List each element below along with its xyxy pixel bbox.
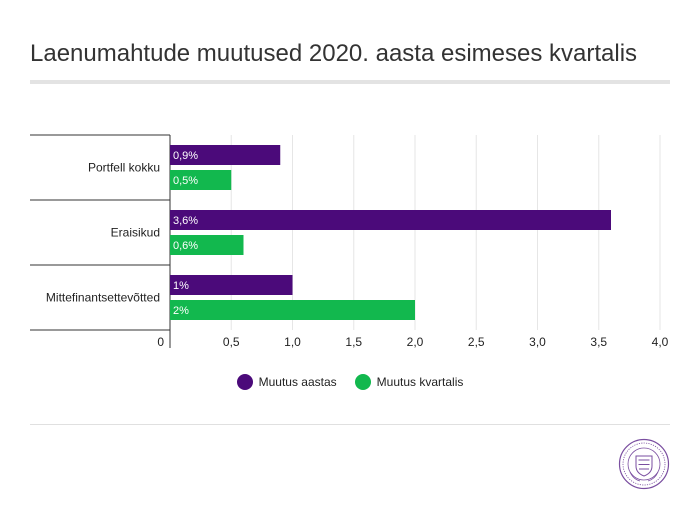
category-label: Portfell kokku [88,161,160,175]
bar-value-label: 0,6% [173,240,198,252]
x-tick-label: 4,0 [652,335,669,349]
x-tick-label: 1,0 [284,335,301,349]
bar [170,275,293,295]
x-tick-label: 0 [157,335,164,349]
category-label: Eraisikud [111,226,160,240]
legend-swatch-series-1 [236,374,253,390]
bar [170,145,281,165]
legend-label-series-1: Muutus aastas [258,375,337,389]
legend-item-series-2: Muutus kvartalis [354,373,464,391]
legend-item-series-1: Muutus aastas [236,373,337,391]
seal-logo-icon [618,438,670,490]
x-tick-label: 0,5 [223,335,240,349]
bar-value-label: 3,6% [173,215,198,227]
bar [170,170,232,190]
category-label: Mittefinantsettevõtted [46,291,160,305]
chart-title: Laenumahtude muutused 2020. aasta esimes… [30,40,638,67]
legend-label-series-2: Muutus kvartalis [376,375,464,389]
x-tick-label: 2,5 [468,335,485,349]
x-tick-label: 2,0 [407,335,424,349]
x-tick-label: 1,5 [345,335,362,349]
chart-legend: Muutus aastas Muutus kvartalis [0,373,700,391]
bar-chart: Portfell kokku 0,9% 0,5% Eraisikud 3,6% 0,6% M… [30,134,669,349]
x-tick-label: 3,0 [529,335,546,349]
title-divider [30,80,670,84]
legend-swatch-series-2 [354,374,371,390]
bar-value-label: 0,5% [173,175,198,187]
bar [170,300,415,320]
bar-value-label: 1% [173,280,189,292]
bar-value-label: 0,9% [173,150,198,162]
bar [170,210,611,230]
x-tick-label: 3,5 [590,335,607,349]
bar [170,235,244,255]
footer-divider [30,424,670,425]
bar-value-label: 2% [173,305,189,317]
